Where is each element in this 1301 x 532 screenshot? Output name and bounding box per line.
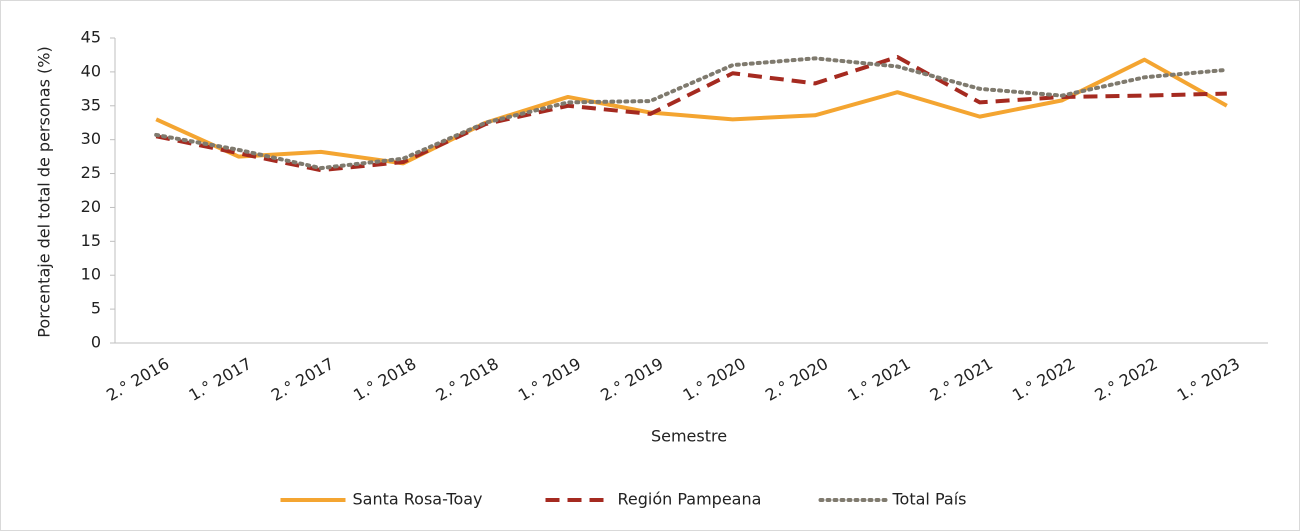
y-tick-label: 10	[81, 265, 101, 284]
y-tick-label: 40	[81, 61, 101, 80]
line-series	[154, 56, 1229, 171]
y-tick-label: 45	[81, 28, 101, 47]
y-tick-label: 0	[91, 333, 101, 352]
legend-label: Región Pampeana	[618, 490, 762, 509]
line-series	[155, 54, 1227, 173]
y-tick-label: 25	[81, 163, 101, 182]
legend-label: Santa Rosa-Toay	[353, 490, 483, 509]
line-series	[155, 57, 1228, 166]
x-axis-title: Semestre	[651, 427, 727, 446]
y-axis-title: Porcentaje del total de personas (%)	[35, 46, 54, 337]
y-tick-label: 20	[81, 197, 101, 216]
y-tick-label: 30	[81, 129, 101, 148]
y-tick-label: 5	[91, 299, 101, 318]
legend-label: Total País	[892, 490, 967, 509]
y-tick-label: 35	[81, 95, 101, 114]
y-tick-label: 15	[81, 231, 101, 250]
